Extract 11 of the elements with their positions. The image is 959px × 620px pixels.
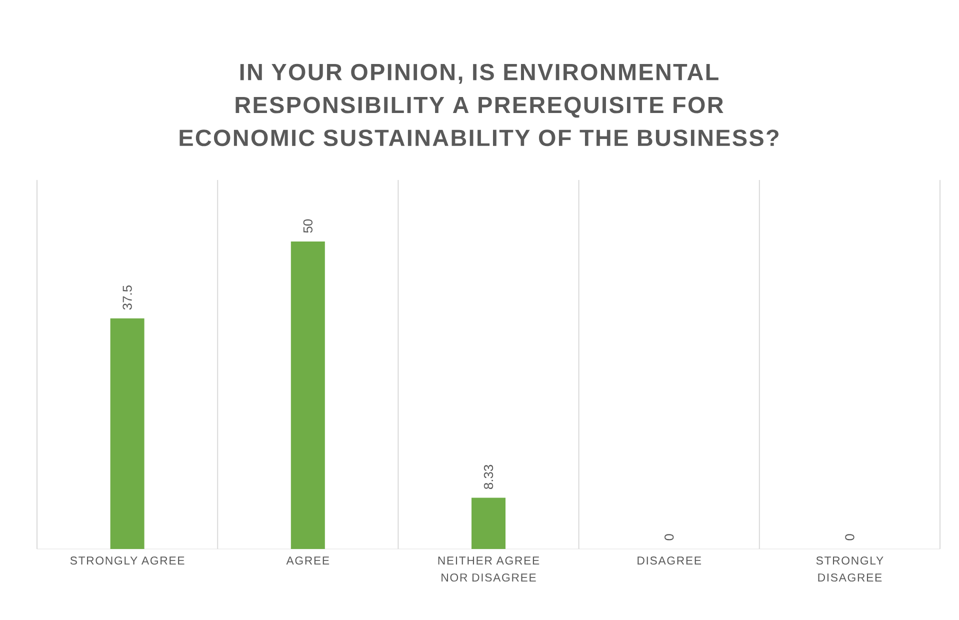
data-label: 8.33 xyxy=(484,464,494,489)
x-tick-label: AGREE xyxy=(286,556,330,565)
data-label: 37.5 xyxy=(122,286,132,310)
x-tick-label: DISAGREE xyxy=(638,556,702,565)
x-tick-label: NEITHER AGREE NOR DISAGREE xyxy=(438,556,540,582)
x-tick-label: STRONGLY DISAGREE xyxy=(816,556,884,582)
x-tick-label: STRONGLY AGREE xyxy=(70,556,184,565)
data-label: 0 xyxy=(664,534,674,540)
data-label: 50 xyxy=(303,219,312,233)
data-label: 0 xyxy=(845,534,854,540)
chart-title: IN YOUR OPINION, IS ENVIRONMENTAL RESPONSIBILITY A PREREQUISITE FOR ECONOMIC SUSTAINABILITY OF THE BUSINESS? xyxy=(180,64,778,146)
